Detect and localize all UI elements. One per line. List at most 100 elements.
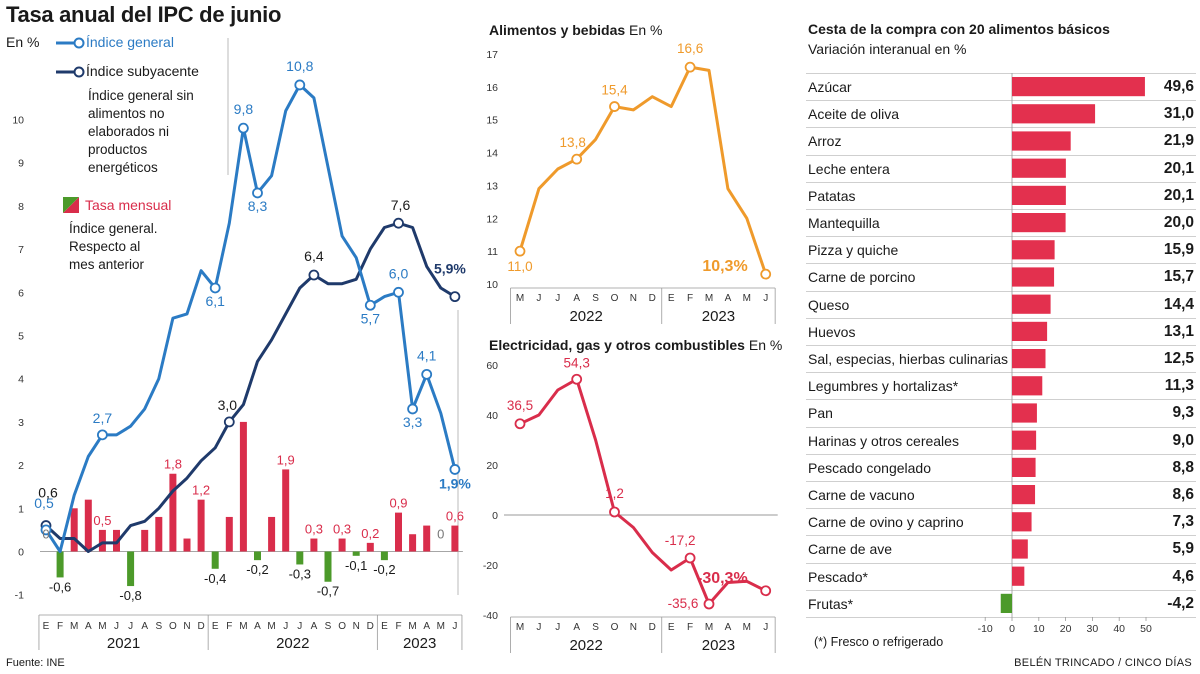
general-marker	[40, 524, 52, 536]
basket-row: Legumbres y hortalizas* 11,3	[806, 372, 1196, 400]
subyacente-note-line: alimentos no	[88, 106, 165, 121]
year-label: 2022	[276, 635, 309, 652]
y-tick-label: 60	[486, 360, 498, 372]
monthly-value-label: -0,8	[119, 588, 141, 603]
basket-row: Carne de ovino y caprino 7,3	[806, 508, 1196, 536]
basket-row-label: Pan	[808, 405, 833, 422]
basket-row-label: Pizza y quiche	[808, 242, 899, 259]
basket-row-label: Legumbres y hortalizas*	[808, 378, 959, 395]
food-title-text: Alimentos y bebidas	[489, 22, 626, 38]
y-tick-label: 13	[486, 180, 498, 192]
basket-title: Cesta de la compra con 20 alimentos bási…	[808, 21, 1110, 37]
month-tick-label: J	[763, 293, 768, 304]
basket-row-label: Carne de ave	[808, 541, 893, 558]
basket-footnote: (*) Fresco o refrigerado	[814, 635, 944, 649]
subyacente-marker	[308, 269, 320, 281]
monthly-bar	[423, 525, 431, 552]
monthly-bar	[268, 516, 276, 552]
basket-row-value: 20,1	[1163, 159, 1194, 177]
elec-line	[519, 377, 767, 606]
general-value-label: 6,1	[205, 293, 225, 309]
food-marker	[571, 153, 583, 165]
elec-marker	[571, 373, 583, 385]
month-tick-label: D	[649, 622, 656, 633]
month-tick-label: O	[338, 621, 346, 632]
unit-label: En %	[6, 34, 40, 50]
basket-row: Pizza y quiche 15,9	[806, 236, 1196, 264]
year-label: 2023	[702, 637, 735, 654]
basket-row-label: Mantequilla	[808, 215, 880, 231]
monthly-bar	[366, 542, 374, 552]
y-tick-label: 6	[18, 287, 24, 299]
elec-chart: -40 -20 0 20 40 60 36,5 54,3 1,2 -17,2 -35,6 -30,3%…	[483, 355, 778, 654]
basket-row-value: 7,3	[1172, 513, 1194, 531]
year-label: 2023	[702, 308, 735, 325]
elec-marker	[684, 552, 696, 564]
general-marker	[209, 282, 221, 294]
basket-row: Mantequilla 20,0	[806, 209, 1196, 237]
month-tick-label: N	[630, 622, 637, 633]
mensual-note-line: mes anterior	[69, 257, 145, 272]
basket-row: Arroz 21,9	[806, 127, 1196, 155]
monthly-value-label: 0,5	[93, 513, 111, 528]
food-value-label: 15,4	[601, 83, 628, 98]
x-tick-label: -10	[978, 623, 993, 635]
month-tick-label: J	[763, 622, 768, 633]
general-value-label: 9,8	[234, 101, 254, 117]
month-tick-label: N	[353, 621, 360, 632]
basket-row: Pescado congelado 8,8	[806, 453, 1196, 482]
main-title: Tasa anual del IPC de junio	[6, 2, 282, 27]
month-tick-label: E	[668, 293, 675, 304]
subyacente-line	[44, 221, 456, 553]
basket-row: Patatas 20,1	[806, 181, 1196, 210]
basket-row: Huevos 13,1	[806, 317, 1196, 346]
subyacente-value-label: 5,9%	[434, 261, 466, 277]
mensual-note-line: Respecto al	[69, 239, 141, 254]
month-tick-label: A	[254, 621, 261, 632]
basket-row-value: 12,5	[1163, 350, 1194, 367]
source-note: Fuente: INE	[6, 657, 65, 669]
month-tick-label: A	[573, 622, 580, 633]
food-chart: 10 11 12 13 14 15 16 17 11,0 13,8 15,4 16,6 10,3% M J J…	[486, 41, 776, 325]
elec-unit-text: En %	[748, 337, 783, 353]
y-tick-label: 2	[18, 460, 24, 472]
y-tick-label: 40	[486, 410, 498, 422]
elec-chart-title: Electricidad, gas y otros combustibles E…	[489, 337, 782, 353]
general-marker	[407, 403, 419, 415]
monthly-value-label: 0,3	[333, 522, 351, 537]
monthly-value-label: -0,2	[373, 562, 395, 577]
monthly-bar	[70, 508, 78, 552]
monthly-value-label: 0	[42, 527, 49, 542]
food-marker	[760, 268, 772, 280]
monthly-bar	[296, 551, 304, 565]
basket-row: Pescado* 4,6	[806, 562, 1196, 591]
subyacente-value-label: 7,6	[391, 197, 411, 213]
food-unit-text: En %	[629, 22, 663, 38]
year-label: 2022	[569, 308, 602, 325]
month-tick-label: M	[408, 621, 416, 632]
month-tick-label: J	[555, 293, 560, 304]
basket-row: Azúcar 49,6	[806, 73, 1196, 101]
monthly-value-label: 0	[437, 527, 444, 542]
subyacente-note-line: energéticos	[88, 160, 158, 175]
y-tick-label: 16	[486, 82, 498, 94]
subyacente-note-line: productos	[88, 142, 148, 157]
general-marker	[97, 429, 108, 441]
month-tick-label: A	[85, 621, 92, 632]
y-tick-label: 17	[486, 49, 498, 61]
month-tick-label: J	[283, 621, 288, 632]
credit-note: BELÉN TRINCADO / CINCO DÍAS	[1014, 657, 1192, 669]
elec-value-label: -35,6	[668, 596, 699, 611]
general-marker	[364, 299, 376, 311]
month-tick-label: J	[536, 622, 541, 633]
basket-row-value: 49,6	[1163, 78, 1194, 95]
month-tick-label: J	[555, 622, 560, 633]
monthly-bar	[197, 499, 205, 552]
x-tick-label: 30	[1087, 623, 1099, 635]
monthly-bar	[56, 551, 64, 578]
general-marker	[449, 464, 461, 475]
y-tick-label: 0	[18, 547, 24, 559]
monthly-bar	[225, 516, 233, 552]
basket-row-label: Pescado congelado	[808, 459, 931, 476]
y-tick-label: 8	[18, 201, 24, 213]
